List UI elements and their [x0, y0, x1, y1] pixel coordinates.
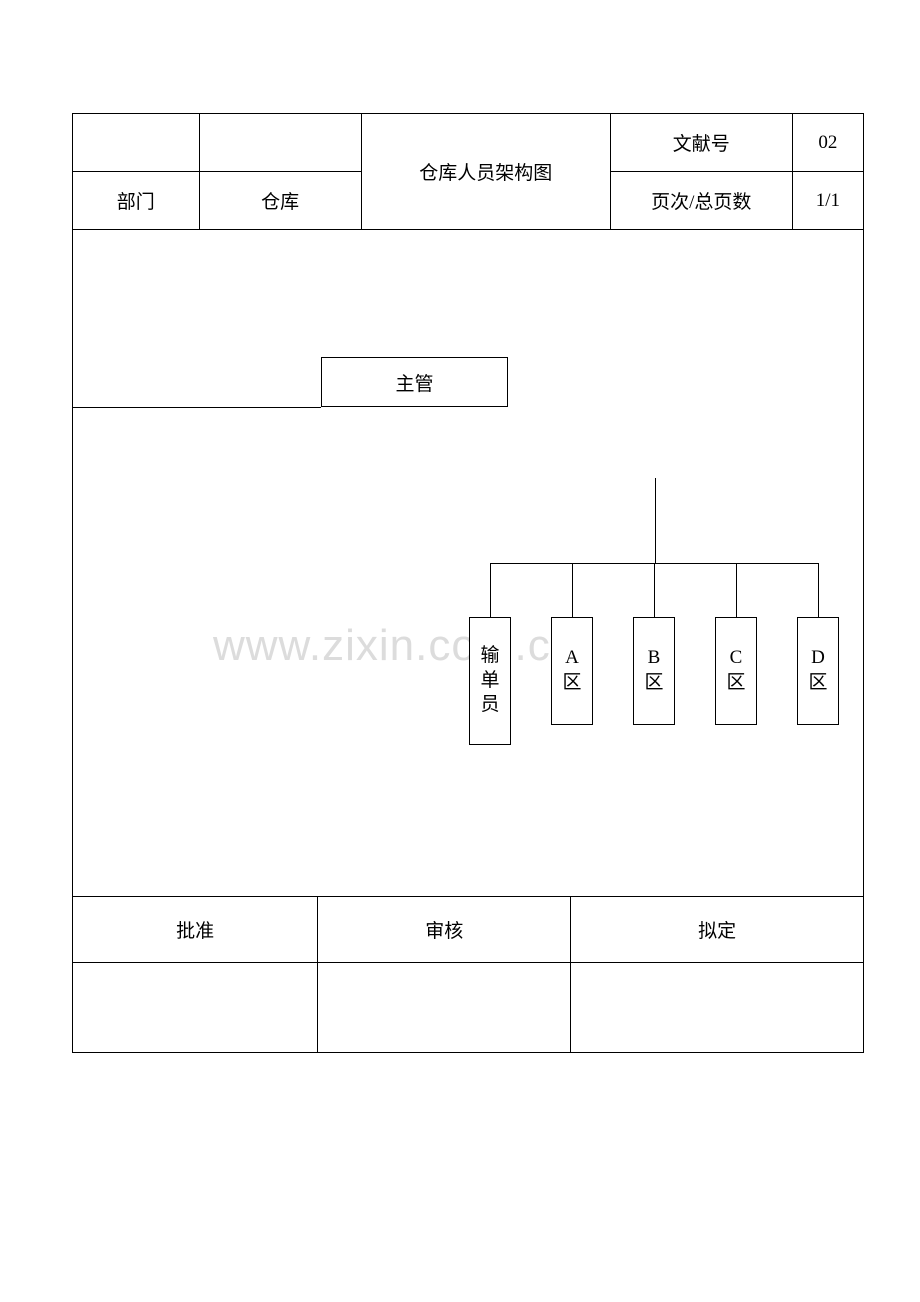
watermark: www.zixin.com.cn — [213, 621, 576, 671]
footer-col2-blank — [318, 963, 571, 1053]
connector-line — [490, 563, 491, 617]
dept-label: 部门 — [73, 172, 200, 230]
connector-line — [655, 478, 656, 563]
footer-col2-label: 审核 — [318, 897, 571, 963]
dept-value: 仓库 — [199, 172, 361, 230]
connector-line — [818, 563, 819, 617]
doc-no-value: 02 — [792, 114, 863, 172]
org-chart: www.zixin.com.cn 主管输单员 A区 B区 C区 D区 — [72, 230, 864, 896]
footer-col1-blank — [73, 963, 318, 1053]
footer-table: 批准 审核 拟定 — [72, 896, 864, 1053]
connector-line — [654, 563, 655, 617]
page-label: 页次/总页数 — [610, 172, 792, 230]
org-node-main: 主管 — [321, 357, 508, 407]
doc-no-label: 文献号 — [610, 114, 792, 172]
connector-line — [736, 563, 737, 617]
connector-line — [572, 563, 573, 617]
page-value: 1/1 — [792, 172, 863, 230]
org-node-n4: C区 — [715, 617, 757, 725]
org-node-n5: D区 — [797, 617, 839, 725]
org-node-n1: 输单员 — [469, 617, 511, 745]
org-node-n3: B区 — [633, 617, 675, 725]
connector-line — [73, 407, 321, 408]
org-node-n2: A区 — [551, 617, 593, 725]
footer-col1-label: 批准 — [73, 897, 318, 963]
footer-col3-label: 拟定 — [571, 897, 864, 963]
footer-col3-blank — [571, 963, 864, 1053]
doc-title: 仓库人员架构图 — [361, 114, 610, 230]
header-table: 仓库人员架构图 文献号 02 部门 仓库 页次/总页数 1/1 — [72, 113, 864, 230]
